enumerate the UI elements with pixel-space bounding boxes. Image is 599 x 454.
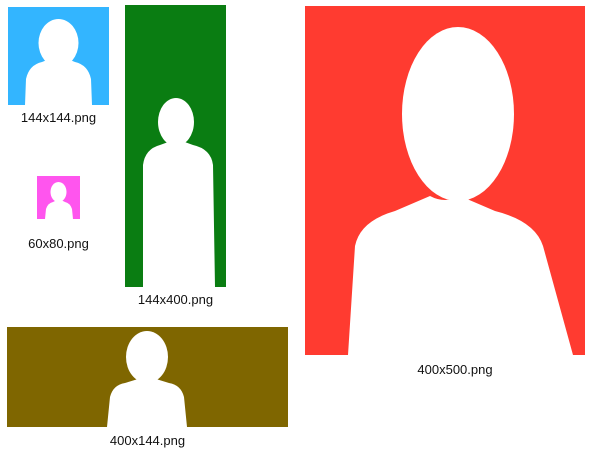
person-silhouette-icon <box>125 5 226 287</box>
placeholder-image-144x144[interactable] <box>8 7 109 105</box>
caption-400x500: 400x500.png <box>417 362 493 377</box>
placeholder-image-400x500[interactable] <box>305 6 585 355</box>
caption-144x144: 144x144.png <box>20 110 97 125</box>
caption-144x400: 144x400.png <box>137 292 214 307</box>
caption-60x80: 60x80.png <box>28 236 89 251</box>
placeholder-image-144x400[interactable] <box>125 5 226 287</box>
caption-400x144: 400x144.png <box>109 433 186 448</box>
person-silhouette-icon <box>7 327 288 427</box>
placeholder-image-400x144[interactable] <box>7 327 288 427</box>
person-silhouette-icon <box>305 6 585 355</box>
person-silhouette-icon <box>37 176 80 219</box>
placeholder-image-60x80[interactable] <box>37 176 80 219</box>
person-silhouette-icon <box>8 7 109 105</box>
